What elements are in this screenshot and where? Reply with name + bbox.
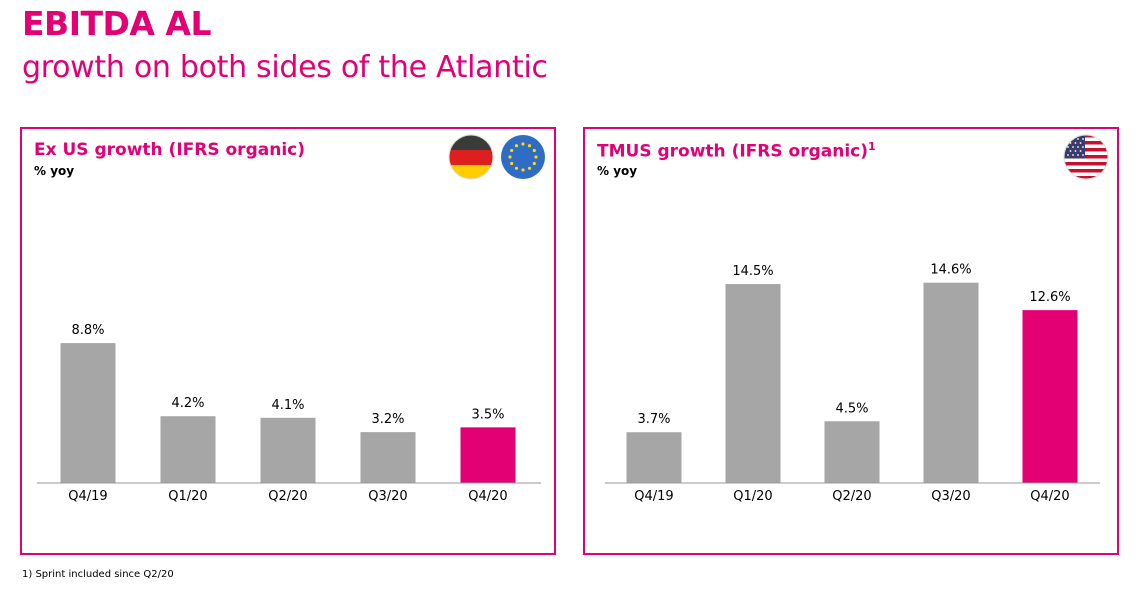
- data-label: 4.2%: [171, 396, 204, 411]
- panel-title-text: Ex US growth (IFRS organic): [34, 140, 305, 160]
- x-tick-label: Q4/20: [1030, 489, 1069, 504]
- data-label: 3.2%: [371, 412, 404, 427]
- page-title: EBITDA AL: [22, 4, 211, 43]
- bar-q3-20: [360, 432, 416, 483]
- panel-title: TMUS growth (IFRS organic)1: [597, 140, 876, 162]
- panel-unit: % yoy: [34, 164, 75, 178]
- usa-flag-icon: [1063, 134, 1109, 180]
- panel-unit: % yoy: [597, 164, 638, 178]
- footnote: 1) Sprint included since Q2/20: [22, 569, 174, 580]
- ex-us-bar-chart: 8.8% Q4/19 4.2% Q1/20 4.1% Q2/20 3.2% Q3/20 3.5%…: [37, 323, 541, 504]
- panel-title-text: TMUS growth (IFRS organic): [597, 141, 869, 162]
- x-tick-label: Q2/20: [268, 489, 307, 504]
- bar-q4-19: [626, 432, 682, 483]
- germany-flag-icon: [448, 134, 494, 180]
- bar-q3-20: [923, 282, 979, 483]
- bar-q2-20: [824, 421, 880, 483]
- x-tick-label: Q3/20: [368, 489, 407, 504]
- tmus-bar-chart: 3.7% Q4/19 14.5% Q1/20 4.5% Q2/20 14.6% Q3/20 12…: [605, 263, 1100, 504]
- panel-title: Ex US growth (IFRS organic): [34, 140, 305, 160]
- data-label: 12.6%: [1029, 290, 1070, 305]
- data-label: 8.8%: [71, 323, 104, 338]
- bar-q1-20: [160, 416, 216, 483]
- x-tick-label: Q4/19: [634, 489, 673, 504]
- bar-q1-20: [725, 284, 781, 483]
- x-tick-label: Q1/20: [168, 489, 207, 504]
- data-label: 14.5%: [732, 264, 773, 279]
- x-tick-label: Q3/20: [931, 489, 970, 504]
- eu-flag-icon: [501, 135, 545, 179]
- bar-q2-20: [260, 417, 316, 483]
- data-label: 4.5%: [835, 401, 868, 416]
- x-tick-label: Q4/19: [68, 489, 107, 504]
- footnote-marker: 1: [868, 140, 876, 153]
- data-label: 3.5%: [471, 407, 504, 422]
- x-tick-label: Q1/20: [733, 489, 772, 504]
- tmus-growth-panel: TMUS growth (IFRS organic)1 % yoy 3.7% Q4…: [583, 127, 1119, 555]
- data-label: 3.7%: [637, 412, 670, 427]
- bar-q4-20: [1022, 310, 1078, 483]
- data-label: 4.1%: [271, 398, 304, 413]
- page-subtitle: growth on both sides of the Atlantic: [22, 50, 548, 85]
- data-label: 14.6%: [930, 263, 971, 278]
- bar-q4-19: [60, 343, 116, 483]
- x-tick-label: Q4/20: [468, 489, 507, 504]
- bar-q4-20: [460, 427, 516, 483]
- x-tick-label: Q2/20: [832, 489, 871, 504]
- ex-us-growth-panel: Ex US growth (IFRS organic) % yoy 8.8% Q4…: [20, 127, 556, 555]
